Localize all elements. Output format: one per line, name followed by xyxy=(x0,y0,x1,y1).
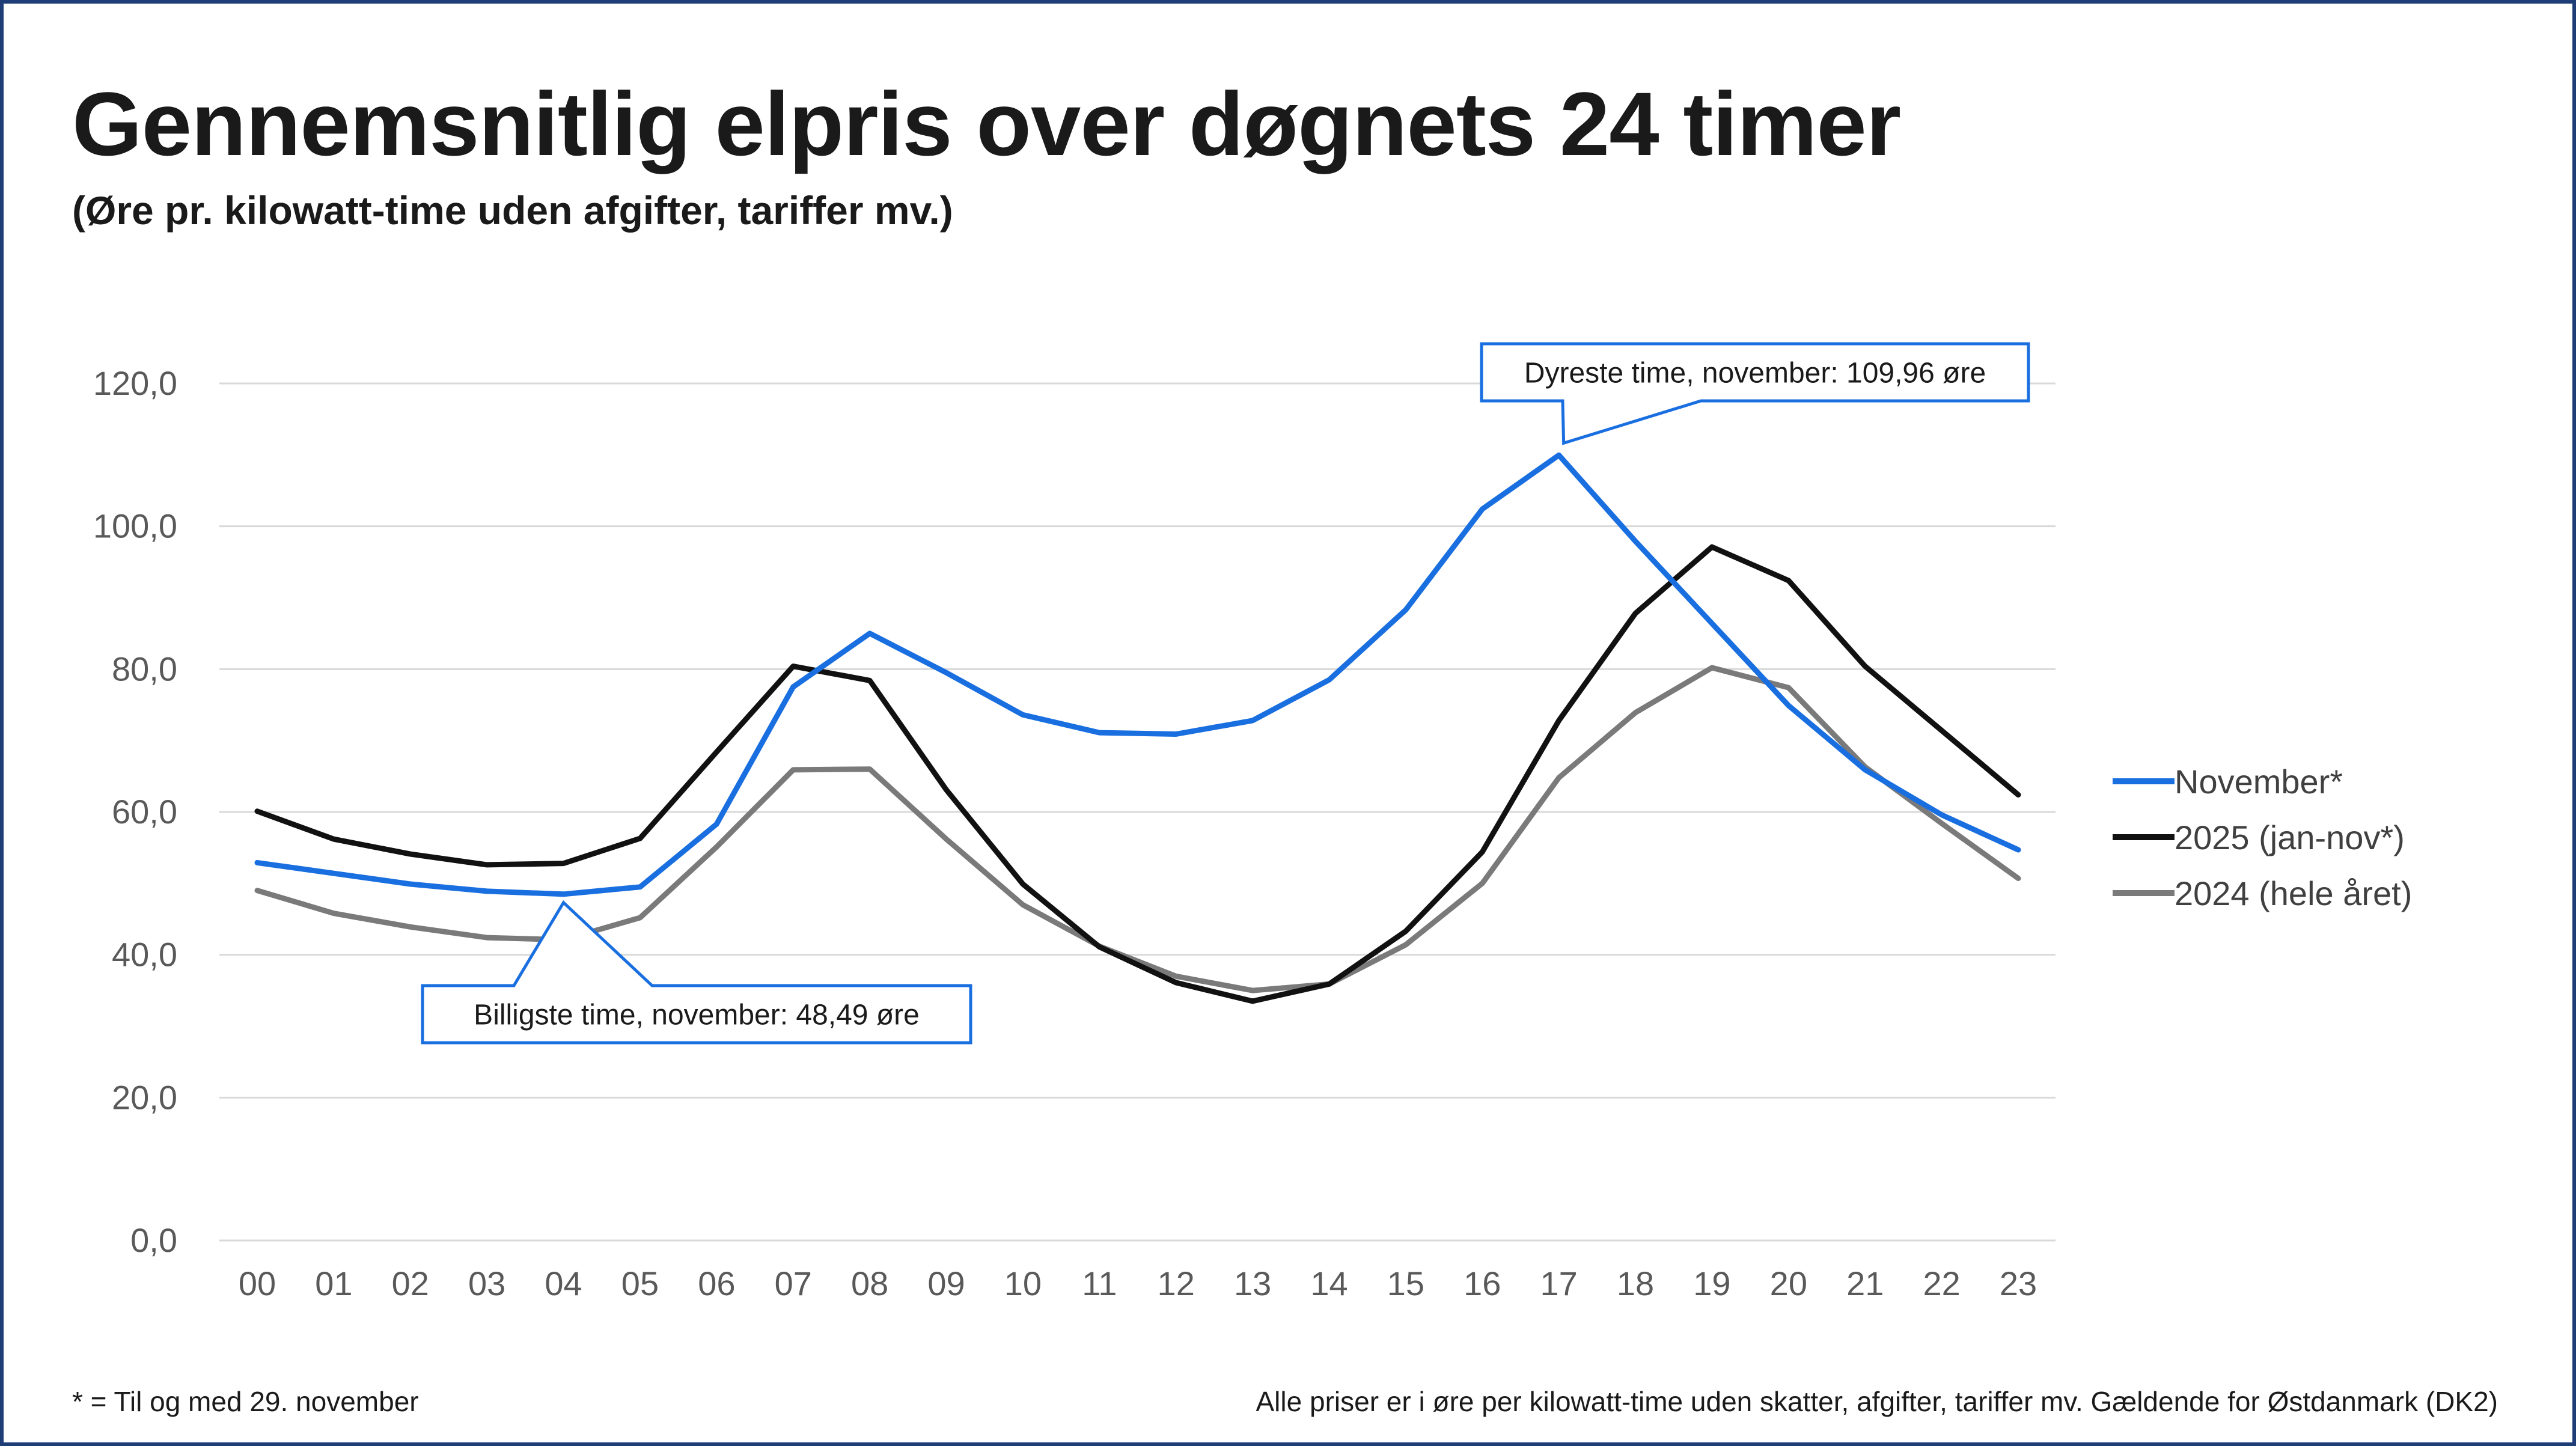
x-tick-label: 01 xyxy=(315,1264,352,1302)
callout-box xyxy=(1480,342,2030,445)
y-tick-label: 60,0 xyxy=(112,793,177,831)
y-axis: 0,0 20,0 40,0 60,0 80,0 100,0 120,0 xyxy=(93,364,177,1259)
x-tick-label: 13 xyxy=(1234,1264,1271,1302)
x-tick-label: 05 xyxy=(621,1264,659,1302)
y-tick-label: 100,0 xyxy=(93,507,177,545)
chart-title: Gennemsnitlig elpris over døgnets 24 tim… xyxy=(72,73,1901,174)
x-tick-label: 07 xyxy=(775,1264,812,1302)
x-tick-label: 12 xyxy=(1158,1264,1195,1302)
y-tick-label: 20,0 xyxy=(112,1078,177,1116)
series-line-2025 xyxy=(254,544,2021,1004)
callout-text: Billigste time, november: 48,49 øre xyxy=(474,999,920,1031)
legend-label: 2024 (hele året) xyxy=(2175,874,2412,912)
y-tick-label: 120,0 xyxy=(93,364,177,402)
x-tick-label: 03 xyxy=(468,1264,505,1302)
x-tick-label: 22 xyxy=(1923,1264,1960,1302)
x-tick-label: 20 xyxy=(1770,1264,1807,1302)
max-annotation: Dyreste time, november: 109,96 øre xyxy=(1480,342,2030,445)
legend-label: 2025 (jan-nov*) xyxy=(2175,819,2405,856)
x-tick-label: 11 xyxy=(1082,1264,1117,1302)
x-tick-label: 19 xyxy=(1693,1264,1730,1302)
y-tick-label: 80,0 xyxy=(112,650,177,688)
x-tick-label: 16 xyxy=(1463,1264,1501,1302)
x-tick-label: 00 xyxy=(239,1264,276,1302)
x-tick-label: 06 xyxy=(698,1264,735,1302)
x-tick-label: 17 xyxy=(1540,1264,1578,1302)
series-line-2024 xyxy=(254,665,2021,993)
y-tick-label: 40,0 xyxy=(112,936,177,974)
x-axis: 00 01 02 03 04 05 06 07 08 09 10 11 12 13 14 15 16 17 18 19… xyxy=(239,1264,2037,1302)
legend: November* 2025 (jan-nov*) 2024 (hele året) xyxy=(2113,763,2412,912)
x-tick-label: 02 xyxy=(392,1264,429,1302)
x-tick-label: 04 xyxy=(545,1264,582,1302)
x-tick-label: 09 xyxy=(927,1264,965,1302)
chart-subtitle: (Øre pr. kilowatt-time uden afgifter, ta… xyxy=(72,188,953,233)
footnote: * = Til og med 29. november xyxy=(72,1386,419,1417)
legend-label: November* xyxy=(2175,763,2343,801)
source-note: Alle priser er i øre per kilowatt-time u… xyxy=(1256,1386,2498,1417)
x-tick-label: 10 xyxy=(1004,1264,1042,1302)
x-tick-label: 15 xyxy=(1387,1264,1424,1302)
series-lines xyxy=(254,452,2021,1004)
gridlines xyxy=(219,382,2056,1242)
x-tick-label: 21 xyxy=(1846,1264,1884,1302)
y-tick-label: 0,0 xyxy=(130,1221,177,1259)
min-annotation: Billigste time, november: 48,49 øre xyxy=(421,900,972,1045)
x-tick-label: 18 xyxy=(1617,1264,1654,1302)
series-line-november xyxy=(254,452,2021,897)
x-tick-label: 14 xyxy=(1310,1264,1348,1302)
x-tick-label: 23 xyxy=(2000,1264,2037,1302)
callout-text: Dyreste time, november: 109,96 øre xyxy=(1524,358,1986,389)
x-tick-label: 08 xyxy=(851,1264,888,1302)
callout-box xyxy=(421,900,972,1045)
